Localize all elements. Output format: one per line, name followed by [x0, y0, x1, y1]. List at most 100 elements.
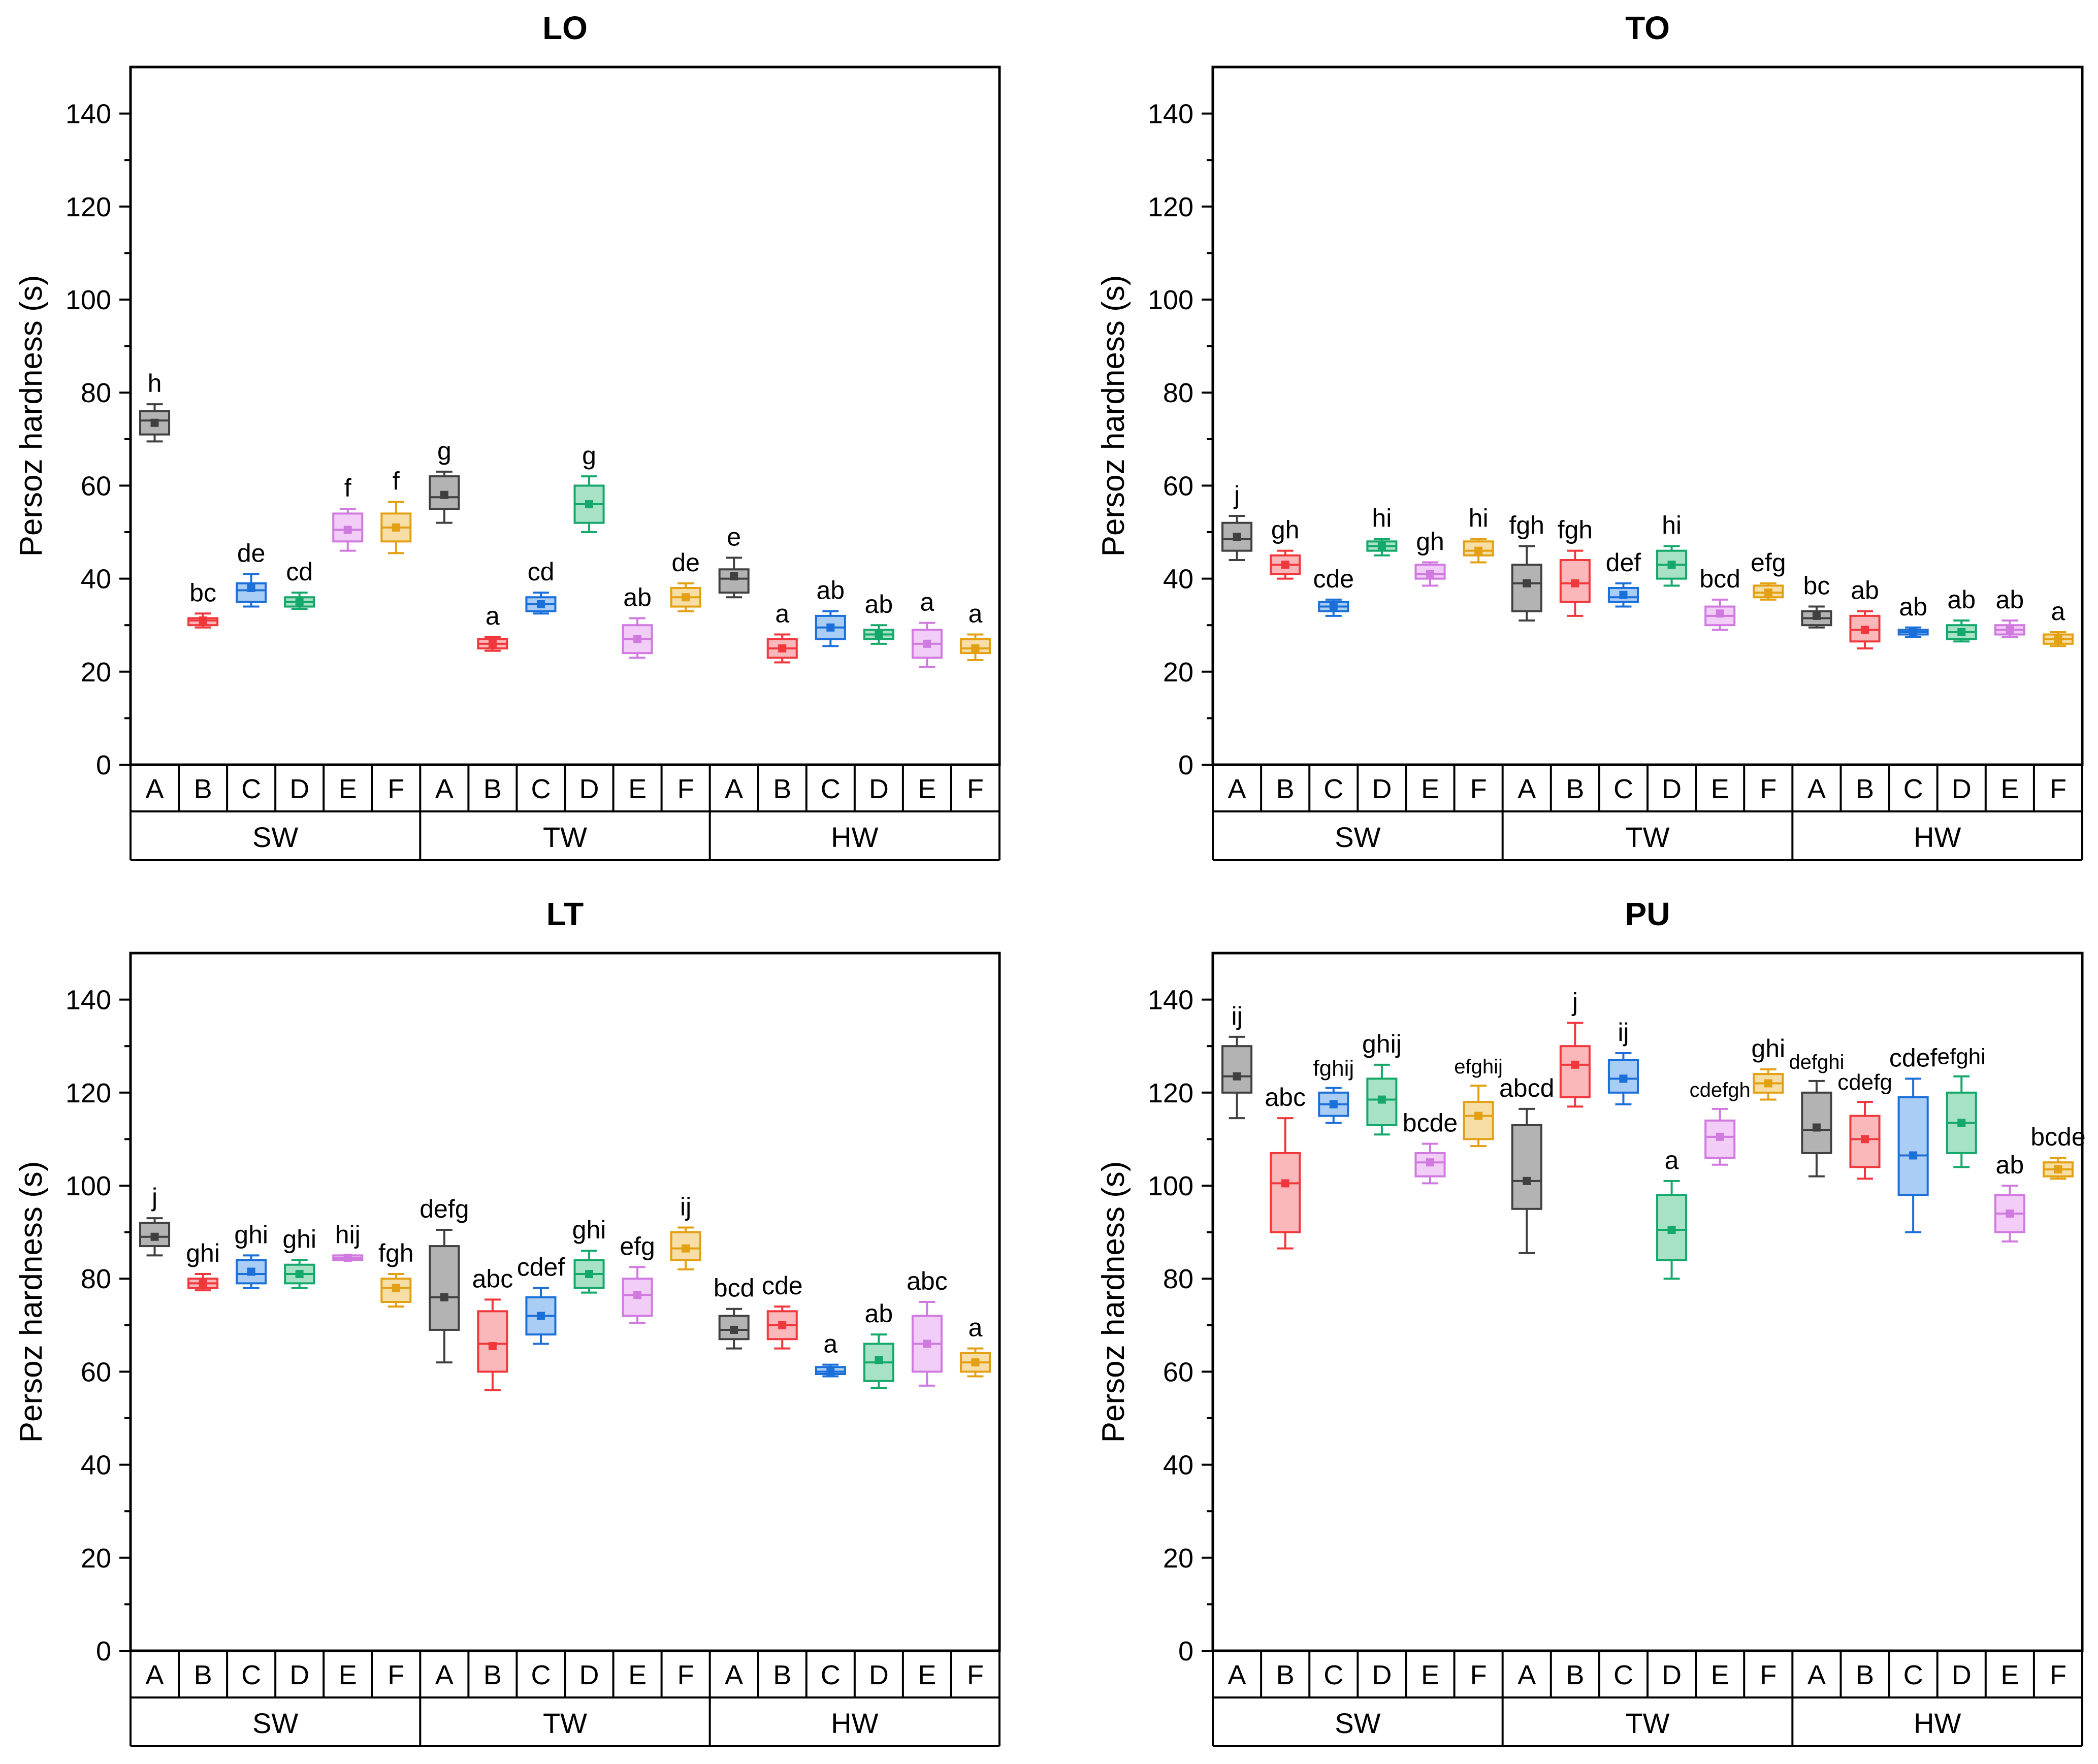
box-mean-marker [633, 635, 642, 643]
group-label: TW [543, 821, 587, 853]
x-tick-label: D [869, 1660, 889, 1690]
x-tick-label: F [2050, 774, 2067, 804]
box-mean-marker [971, 644, 980, 652]
x-tick-label: C [241, 774, 261, 804]
y-tick-label: 120 [66, 192, 111, 222]
box-body [1511, 564, 1542, 612]
box-mean-marker [1474, 546, 1483, 555]
box-mean-marker [2054, 635, 2062, 643]
x-tick-label: F [1760, 1660, 1777, 1690]
box-mean-marker [1812, 1123, 1821, 1132]
y-tick-label: 40 [81, 1450, 111, 1481]
x-tick-label: C [241, 1660, 261, 1690]
box-mean-marker [295, 1270, 304, 1279]
x-tick-label: A [1228, 1660, 1246, 1690]
box-mean-marker [247, 1267, 255, 1276]
x-tick-label: B [1276, 774, 1295, 804]
x-tick-label: D [869, 774, 889, 804]
y-tick-label: 60 [81, 1357, 111, 1387]
significance-label: j [1233, 481, 1240, 509]
x-tick-label: E [1711, 1660, 1729, 1690]
box-mean-marker [295, 598, 304, 606]
significance-label: gh [1271, 516, 1300, 544]
significance-label: ab [1899, 593, 1927, 621]
group-label: HW [1914, 1707, 1961, 1739]
y-tick-label: 80 [81, 1264, 111, 1294]
box-mean-marker [1281, 1179, 1289, 1188]
box-body [1559, 1045, 1591, 1098]
box-mean-marker [199, 616, 207, 625]
box-mean-marker [1377, 1095, 1386, 1104]
significance-label: abc [907, 1267, 948, 1295]
x-tick-label: C [821, 774, 841, 804]
box-mean-marker [1909, 628, 1918, 636]
box-mean-marker [1281, 561, 1289, 569]
significance-label: ab [1996, 1151, 2024, 1179]
box-body [1221, 1045, 1253, 1094]
box-mean-marker [1523, 1177, 1531, 1185]
x-tick-label: B [483, 1660, 502, 1690]
box-mean-marker [1329, 1100, 1338, 1108]
y-tick-label: 20 [1163, 657, 1193, 688]
box-mean-marker [585, 1270, 594, 1279]
significance-label: fgh [1558, 516, 1593, 544]
x-tick-label: C [821, 1660, 841, 1690]
box-mean-marker [826, 623, 835, 632]
significance-label: cde [1313, 565, 1354, 593]
y-tick-label: 100 [66, 1171, 111, 1201]
significance-label: efg [1751, 548, 1786, 577]
x-tick-label: B [1566, 774, 1584, 804]
x-tick-label: E [1421, 774, 1439, 804]
x-tick-label: A [1518, 774, 1536, 804]
significance-label: hij [335, 1220, 361, 1249]
significance-label: h [148, 369, 162, 398]
y-tick-label: 20 [1163, 1543, 1193, 1574]
box-body [429, 1245, 460, 1331]
box-mean-marker [1764, 1079, 1772, 1088]
significance-label: ij [680, 1192, 691, 1221]
box-body [1270, 1152, 1301, 1233]
box-body [477, 1310, 508, 1373]
box-mean-marker [343, 526, 352, 534]
box-mean-marker [778, 644, 787, 652]
plot-frame [129, 66, 1001, 766]
box-mean-marker [1812, 611, 1821, 620]
x-tick-label: A [1807, 1660, 1826, 1690]
x-tick-label: E [1421, 1660, 1439, 1690]
group-label: HW [831, 1707, 878, 1739]
significance-label: bcde [1403, 1109, 1458, 1137]
y-tick-label: 100 [66, 285, 111, 315]
box-mean-marker [392, 523, 400, 532]
significance-label: hi [1662, 511, 1682, 539]
significance-label: ab [1947, 585, 1976, 614]
significance-label: a [920, 588, 934, 616]
x-tick-label: E [918, 1660, 936, 1690]
significance-label: ab [865, 590, 893, 618]
significance-label: fghij [1313, 1056, 1354, 1081]
x-tick-label: C [1903, 774, 1923, 804]
significance-label: ab [865, 1299, 893, 1328]
significance-label: a [775, 600, 789, 628]
significance-label: cdef [517, 1253, 565, 1282]
box-mean-marker [1233, 533, 1241, 541]
y-axis-label: Persoz hardness (s) [1096, 275, 1131, 557]
box-mean-marker [488, 1342, 497, 1351]
x-tick-label: E [339, 1660, 357, 1690]
significance-label: efg [620, 1232, 655, 1260]
box-mean-marker [343, 1253, 352, 1262]
x-tick-label: A [146, 1660, 164, 1690]
significance-label: abcd [1499, 1074, 1554, 1102]
y-tick-label: 60 [81, 471, 111, 501]
box-mean-marker [826, 1367, 835, 1376]
box-mean-marker [440, 491, 448, 499]
x-tick-label: B [1566, 1660, 1584, 1690]
box-mean-marker [1861, 1135, 1869, 1144]
box-mean-marker [2006, 626, 2014, 634]
box-mean-marker [1764, 589, 1772, 597]
y-tick-label: 100 [1148, 1171, 1193, 1201]
group-label: TW [543, 1707, 587, 1739]
significance-label: defg [419, 1195, 469, 1223]
y-tick-label: 0 [1178, 1636, 1193, 1667]
x-tick-label: F [677, 1660, 694, 1690]
